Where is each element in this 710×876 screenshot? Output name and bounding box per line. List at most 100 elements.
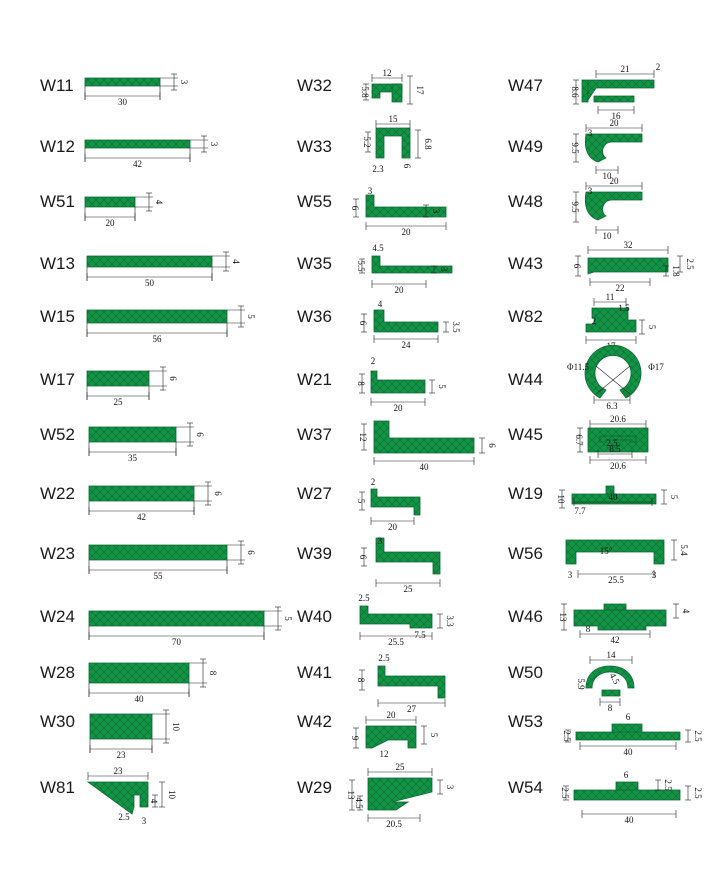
dimension-label: 6: [572, 264, 582, 269]
dimension-label: 2.5: [358, 593, 370, 603]
dimension-label: 40: [420, 462, 430, 472]
profile-shape: [89, 713, 153, 740]
dimension-label: 3: [445, 785, 455, 790]
profile-w47: W47 21 2 8.6 16: [508, 62, 660, 121]
profile-w21: W21 2 8 20 5: [297, 356, 447, 413]
dimension-label: 4: [378, 299, 383, 309]
dimension-label: 5: [429, 733, 439, 738]
dimension-label: 6: [213, 491, 223, 496]
dimension-label: 3.3: [445, 615, 455, 627]
profile-label: W56: [508, 544, 543, 563]
profile-label: W36: [297, 307, 332, 326]
profile-w33: W33 15 5.2 6.8 2.3 6: [297, 114, 433, 174]
profile-shape: [88, 610, 265, 627]
profile-w24: W24 70 5: [40, 606, 293, 647]
profile-shape: [365, 725, 417, 749]
dimension-label: 4: [681, 609, 691, 614]
profile-label: W24: [40, 607, 75, 626]
dimension-label: 8: [586, 624, 591, 634]
dimension-label: 40: [625, 815, 635, 825]
profile-label: W19: [508, 484, 543, 503]
profile-w55: W55 3 6 20 3: [297, 186, 447, 237]
profile-shape: [88, 544, 228, 561]
profile-shape: [587, 427, 649, 453]
profile-w28: W28 40 8: [40, 658, 218, 704]
profile-shape: [370, 488, 421, 516]
profile-shape: [84, 77, 161, 87]
dimension-label: 12: [383, 68, 392, 78]
profile-label: W15: [40, 307, 75, 326]
profile-label: W33: [297, 137, 332, 156]
profile-shape: [367, 777, 433, 811]
dimension-label: 2.5: [560, 787, 570, 799]
profile-shape: [370, 370, 426, 394]
profile-w15: W15 56 5: [40, 305, 256, 344]
profile-w81: W81 23 10 4 2.5 3: [40, 766, 177, 826]
dimension-label: 20: [394, 403, 404, 413]
dimension-label: 6: [358, 321, 368, 326]
dimension-label: 6: [350, 206, 360, 211]
dimension-label: 9.5: [570, 201, 580, 213]
dimension-label: 5.9: [576, 678, 586, 690]
profile-w40: W40 2.5 25.5 3.3 7.5: [297, 593, 455, 647]
profile-label: W17: [40, 370, 75, 389]
dimension-label: 14: [607, 650, 617, 660]
dimension-label: 2.5: [378, 653, 390, 663]
dimension-label: 32: [624, 240, 633, 250]
dimension-label: 6: [195, 432, 205, 437]
dimension-label: 8.5: [609, 444, 621, 454]
dimension-label: 3: [378, 536, 383, 546]
profile-shape: [585, 665, 635, 697]
profile-shape: [373, 309, 439, 333]
dimension-label: 5: [246, 314, 256, 319]
profile-w29: W29 25 134.5 20.5 3: [297, 762, 455, 829]
dimension-label: 5: [437, 384, 447, 389]
dimension-label: 15: [389, 114, 399, 124]
profile-label: W47: [508, 76, 543, 95]
dimension-label: 20: [395, 285, 405, 295]
dimension-label: 20: [610, 118, 620, 128]
profile-label: W51: [40, 192, 75, 211]
profile-w53: W53 6 40 2.5 2.5: [508, 712, 703, 757]
profile-label: W55: [297, 192, 332, 211]
profile-w30: W30 23 10: [40, 709, 181, 760]
profile-shape: [375, 127, 411, 159]
dimension-label: 22: [616, 283, 625, 293]
dimension-label: 20: [387, 710, 397, 720]
profile-label: W11: [40, 76, 74, 95]
profile-shape: [86, 370, 150, 387]
profile-w45: W45 20.6 6.7 8.5 20.6 2.5: [508, 414, 649, 471]
profile-label: W27: [297, 484, 332, 503]
profile-label: W39: [297, 544, 332, 563]
dimension-label: Φ17: [648, 362, 664, 372]
dimension-label: 5.8: [360, 86, 370, 98]
dimension-label: 3: [142, 816, 147, 826]
dimension-label: 10: [556, 495, 566, 505]
dimension-label: 13: [558, 613, 568, 623]
profile-shape: [375, 537, 441, 575]
dimension-label: 2.5: [118, 812, 130, 822]
profile-label: W50: [508, 663, 543, 682]
dimension-label: 11: [606, 292, 615, 302]
profile-shape: [571, 485, 657, 505]
profile-w36: W36 4 6 24 3.5: [297, 299, 461, 350]
profile-w17: W17 25 6: [40, 366, 178, 407]
dimension-label: 13: [346, 791, 356, 801]
dimension-label: 2: [656, 62, 661, 72]
profile-shape: [587, 257, 669, 275]
profile-label: W32: [297, 76, 332, 95]
profile-w11: W11 30 3: [40, 73, 189, 107]
dimension-label: 55: [154, 571, 164, 581]
profile-shape: [373, 420, 475, 454]
profile-w19: W19 40 10 7.7 5: [508, 484, 679, 516]
profile-label: W29: [297, 778, 332, 797]
profile-label: W52: [40, 425, 75, 444]
dimension-label: 6.7: [574, 434, 584, 446]
profile-shape: [573, 781, 681, 801]
profile-shape: [359, 605, 433, 629]
dimension-label: 17: [415, 86, 425, 96]
dimension-label: 25: [114, 397, 124, 407]
profile-label: W13: [40, 254, 75, 273]
